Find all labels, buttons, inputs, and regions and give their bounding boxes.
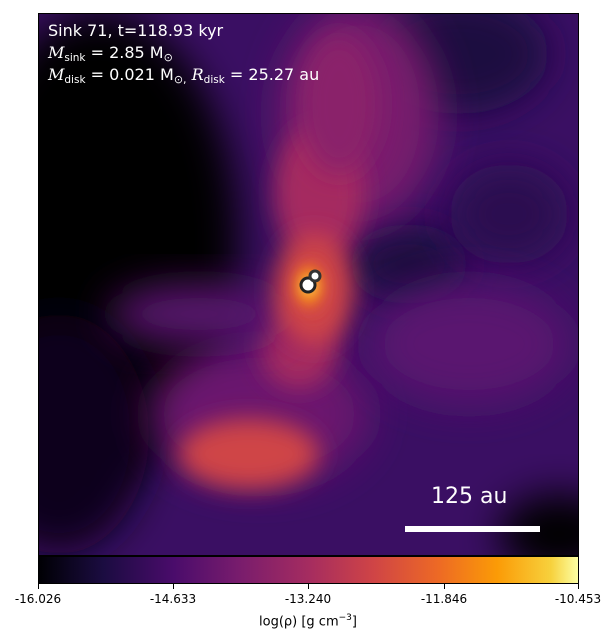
density-map-image (39, 14, 578, 555)
scale-bar (405, 526, 540, 532)
sink-particle-1 (299, 276, 317, 294)
sink-mass-label: Msink = 2.85 M⊙ (48, 43, 173, 64)
disk-properties-label: Mdisk = 0.021 M⊙, Rdisk = 25.27 au (48, 65, 320, 86)
colorbar-label: log(ρ) [g cm−3] (259, 613, 357, 630)
colorbar-tick-label: -16.026 (14, 592, 62, 606)
colorbar-tick-label: -14.633 (149, 592, 197, 606)
sink-time-label: Sink 71, t=118.93 kyr (48, 21, 224, 40)
sink-particle-2 (308, 269, 322, 283)
colorbar-tick (38, 584, 39, 589)
colorbar-tick-label: -10.453 (554, 592, 602, 606)
density-map-panel: Sink 71, t=118.93 kyr Msink = 2.85 M⊙ Md… (38, 13, 579, 556)
colorbar-tick (173, 584, 174, 589)
colorbar-tick (444, 584, 445, 589)
colorbar-tick-label: -11.846 (420, 592, 468, 606)
colorbar-tick-label: -13.240 (284, 592, 332, 606)
colorbar-tick (578, 584, 579, 589)
scale-bar-label: 125 au (431, 484, 508, 509)
colorbar-tick (308, 584, 309, 589)
colorbar (38, 556, 579, 584)
